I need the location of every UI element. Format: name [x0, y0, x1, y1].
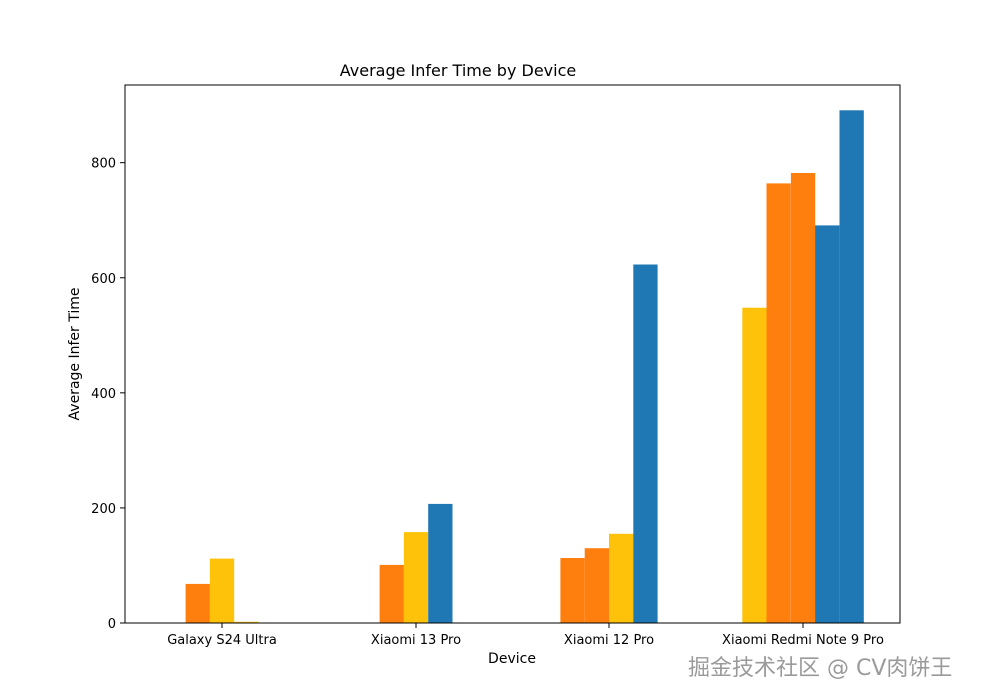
- bar: [609, 533, 634, 623]
- bar: [633, 264, 658, 623]
- x-tick-label: Xiaomi Redmi Note 9 Pro: [722, 633, 884, 648]
- bar: [185, 583, 210, 623]
- bars-layer: [185, 110, 864, 624]
- bar: [839, 110, 864, 624]
- x-axis: Galaxy S24 Ultra Xiaomi 13 Pro Xiaomi 12 P…: [167, 623, 884, 648]
- y-tick-label: 800: [91, 157, 116, 172]
- bar: [790, 173, 816, 623]
- y-tick-label: 200: [91, 502, 116, 517]
- plot-frame: [124, 84, 901, 624]
- bar: [379, 564, 404, 623]
- bar: [428, 503, 453, 623]
- bar: [584, 548, 609, 623]
- bar: [234, 621, 259, 623]
- bar: [209, 558, 235, 623]
- x-tick-label: Xiaomi 13 Pro: [371, 633, 461, 648]
- bar: [766, 183, 791, 623]
- bar: [815, 225, 840, 623]
- bar: [403, 532, 429, 623]
- y-axis: 0 200 400 600 800: [91, 157, 125, 632]
- x-axis-label: Device: [488, 651, 536, 667]
- watermark-text: 掘金技术社区 @ CV肉饼王: [688, 656, 953, 681]
- chart-title: Average Infer Time by Device: [340, 61, 576, 80]
- y-tick-label: 400: [91, 387, 116, 402]
- y-tick-label: 600: [91, 272, 116, 287]
- x-tick-label: Galaxy S24 Ultra: [167, 633, 277, 648]
- x-tick-label: Xiaomi 12 Pro: [564, 633, 654, 648]
- y-tick-label: 0: [108, 617, 116, 632]
- y-axis-label: Average Infer Time: [67, 288, 83, 421]
- bar: [560, 558, 585, 623]
- bar: [742, 307, 767, 623]
